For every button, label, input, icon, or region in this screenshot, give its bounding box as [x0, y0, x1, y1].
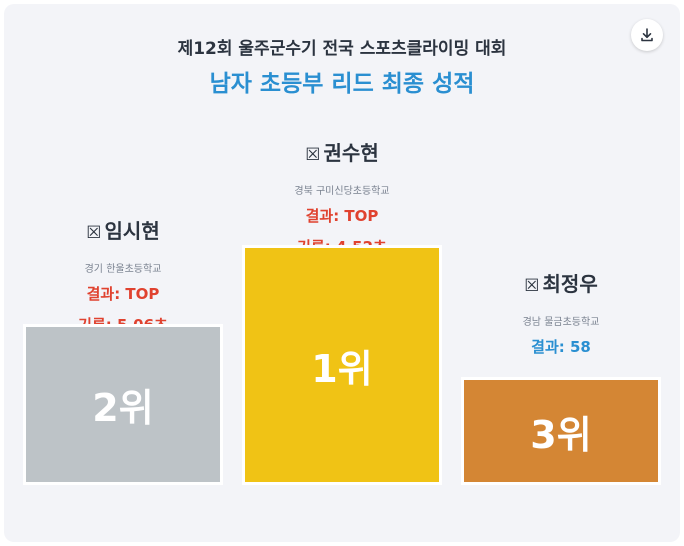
third-place-result: 결과: 58 — [531, 338, 591, 356]
second-place-name-text: 임시현 — [104, 219, 160, 243]
third-place-rank: 3위 — [530, 412, 592, 457]
podium-bar-first: 1위 — [242, 245, 442, 485]
third-place-name: ☒ 최정우 — [461, 268, 661, 297]
second-place-result: 결과: TOP — [86, 285, 160, 303]
medal-icon: ☒ — [524, 276, 540, 296]
download-button[interactable] — [631, 19, 663, 51]
second-place-school: 경기 한울초등학교 — [84, 264, 162, 275]
third-place-info: ☒ 최정우 경남 물금초등학교 결과: 58 — [461, 268, 661, 357]
first-place-result: 결과: TOP — [305, 207, 379, 225]
second-place-info: ☒임시현 경기 한울초등학교 결과: TOP 기록: 5.06초 — [23, 215, 223, 335]
third-place-school: 경남 물금초등학교 — [522, 317, 600, 328]
event-title: 제12회 울주군수기 전국 스포츠클라이밍 대회 — [177, 39, 507, 59]
medal-icon: ☒ — [305, 145, 321, 165]
event-subtitle: 남자 초등부 리드 최종 성적 — [209, 71, 475, 97]
first-place-info: ☒권수현 경북 구미신당초등학교 결과: TOP 기록: 4.52초 — [242, 137, 442, 257]
third-place-name-text: 최정우 — [542, 272, 598, 296]
download-icon — [641, 28, 653, 42]
second-place-name: ☒ 임시현 — [23, 215, 223, 244]
podium-bar-second: 2위 — [23, 324, 223, 485]
first-place-rank: 1위 — [311, 346, 373, 391]
first-place-school: 경북 구미신당초등학교 — [294, 186, 390, 197]
first-place-name: ☒ 권수현 — [242, 137, 442, 166]
first-place-name-text: 권수현 — [323, 141, 379, 165]
second-place-rank: 2위 — [92, 386, 154, 430]
medal-icon: ☒ — [86, 223, 102, 243]
podium-bar-third: 3위 — [461, 377, 661, 485]
